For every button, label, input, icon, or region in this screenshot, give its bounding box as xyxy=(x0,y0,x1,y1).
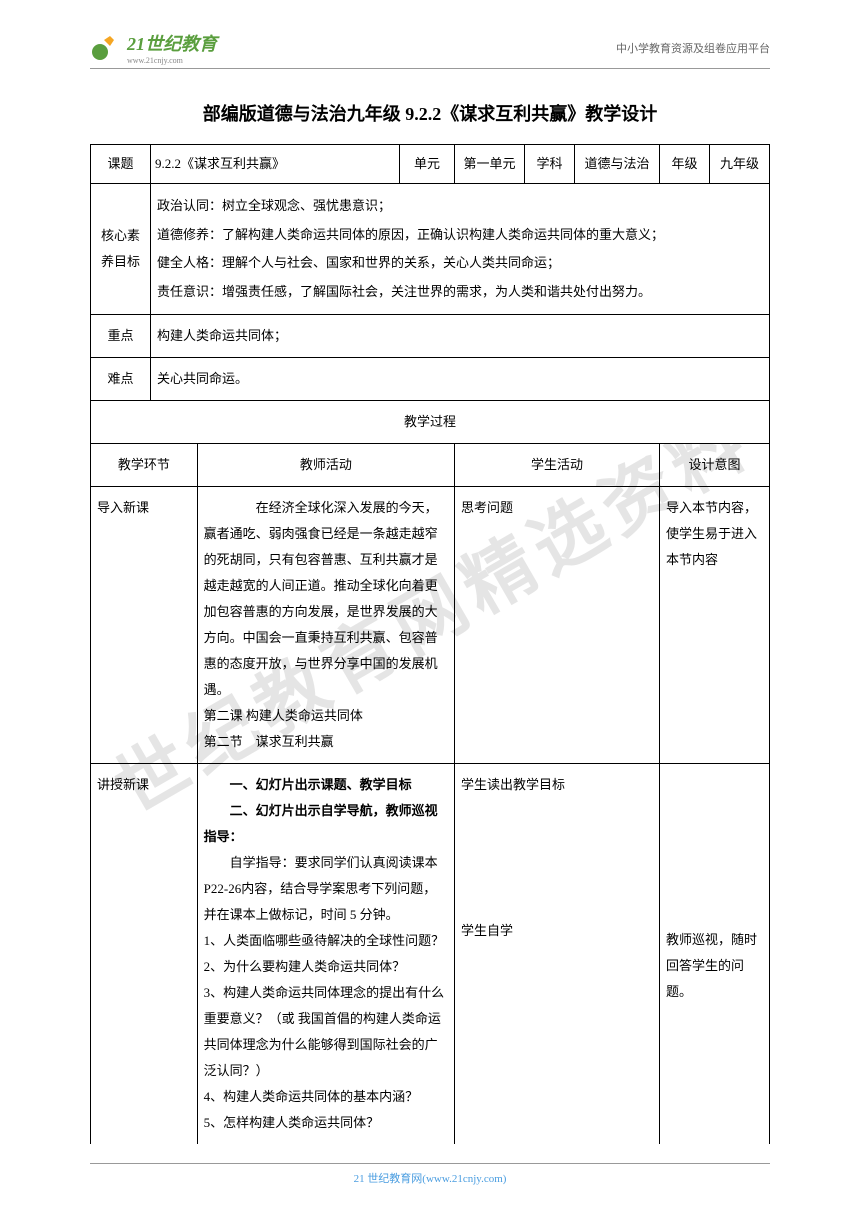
teach-student: 学生读出教学目标 学生自学 xyxy=(455,764,660,1145)
subject-value: 道德与法治 xyxy=(575,145,660,184)
col-teacher: 教师活动 xyxy=(197,444,454,487)
page-header: 21世纪教育 www.21cnjy.com 中小学教育资源及组卷应用平台 xyxy=(0,30,860,65)
logo-main-text: 21世纪教育 xyxy=(127,30,217,56)
intro-row: 导入新课 在经济全球化深入发展的今天，赢者通吃、弱肉强食已经是一条越走越窄的死胡… xyxy=(91,487,770,764)
process-header-row: 教学过程 xyxy=(91,401,770,444)
topic-value: 9.2.2《谋求互利共赢》 xyxy=(151,145,400,184)
column-header-row: 教学环节 教师活动 学生活动 设计意图 xyxy=(91,444,770,487)
logo: 21世纪教育 www.21cnjy.com xyxy=(90,30,217,65)
teach-student2: 学生自学 xyxy=(461,918,653,944)
goal-line-3: 健全人格：理解个人与社会、国家和世界的关系，关心人类共同命运； xyxy=(157,249,763,278)
teach-design-text: 教师巡视，随时回答学生的问题。 xyxy=(666,927,763,1005)
lesson-table: 课题 9.2.2《谋求互利共赢》 单元 第一单元 学科 道德与法治 年级 九年级… xyxy=(90,144,770,1144)
teach-h1: 一、幻灯片出示课题、教学目标 xyxy=(204,772,448,798)
keypoint-row: 重点 构建人类命运共同体； xyxy=(91,315,770,358)
teach-q5: 5、怎样构建人类命运共同体？ xyxy=(204,1110,448,1136)
col-phase: 教学环节 xyxy=(91,444,198,487)
process-header: 教学过程 xyxy=(91,401,770,444)
col-design: 设计意图 xyxy=(660,444,770,487)
col-student: 学生活动 xyxy=(455,444,660,487)
subject-label: 学科 xyxy=(525,145,575,184)
difficulty-row: 难点 关心共同命运。 xyxy=(91,358,770,401)
grade-value: 九年级 xyxy=(710,145,770,184)
intro-teacher-p2: 第二课 构建人类命运共同体 xyxy=(204,703,448,729)
teach-student1: 学生读出教学目标 xyxy=(461,772,653,798)
teach-q2: 2、为什么要构建人类命运共同体？ xyxy=(204,954,448,980)
goal-line-2: 道德修养：了解构建人类命运共同体的原因，正确认识构建人类命运共同体的重大意义； xyxy=(157,221,763,250)
teach-q1: 1、人类面临哪些亟待解决的全球性问题？ xyxy=(204,928,448,954)
intro-teacher: 在经济全球化深入发展的今天，赢者通吃、弱肉强食已经是一条越走越窄的死胡同，只有包… xyxy=(197,487,454,764)
difficulty-value: 关心共同命运。 xyxy=(151,358,770,401)
intro-teacher-p3: 第二节 谋求互利共赢 xyxy=(204,729,448,755)
teach-row: 讲授新课 一、幻灯片出示课题、教学目标 二、幻灯片出示自学导航，教师巡视指导： … xyxy=(91,764,770,1145)
grade-label: 年级 xyxy=(660,145,710,184)
footer-divider xyxy=(90,1163,770,1164)
keypoint-label: 重点 xyxy=(91,315,151,358)
teach-phase: 讲授新课 xyxy=(91,764,198,1145)
teach-h2: 二、幻灯片出示自学导航，教师巡视指导： xyxy=(204,798,448,850)
header-right-text: 中小学教育资源及组卷应用平台 xyxy=(616,40,770,56)
goal-line-1: 政治认同：树立全球观念、强忧患意识； xyxy=(157,192,763,221)
info-row: 课题 9.2.2《谋求互利共赢》 单元 第一单元 学科 道德与法治 年级 九年级 xyxy=(91,145,770,184)
teach-q4: 4、构建人类命运共同体的基本内涵？ xyxy=(204,1084,448,1110)
teach-design: 教师巡视，随时回答学生的问题。 xyxy=(660,764,770,1145)
goal-line-4: 责任意识：增强责任感，了解国际社会，关注世界的需求，为人类和谐共处付出努力。 xyxy=(157,278,763,307)
goals-content: 政治认同：树立全球观念、强忧患意识； 道德修养：了解构建人类命运共同体的原因，正… xyxy=(151,184,770,315)
unit-label: 单元 xyxy=(400,145,455,184)
intro-student: 思考问题 xyxy=(455,487,660,764)
intro-phase: 导入新课 xyxy=(91,487,198,764)
teach-q3: 3、构建人类命运共同体理念的提出有什么重要意义？（或 我国首倡的构建人类命运共同… xyxy=(204,980,448,1084)
page-footer: 21 世纪教育网(www.21cnjy.com) xyxy=(0,1170,860,1186)
main-content: 部编版道德与法治九年级 9.2.2《谋求互利共赢》教学设计 课题 9.2.2《谋… xyxy=(90,100,770,1144)
goals-row: 核心素养目标 政治认同：树立全球观念、强忧患意识； 道德修养：了解构建人类命运共… xyxy=(91,184,770,315)
logo-text: 21世纪教育 www.21cnjy.com xyxy=(127,30,217,65)
teach-teacher: 一、幻灯片出示课题、教学目标 二、幻灯片出示自学导航，教师巡视指导： 自学指导：… xyxy=(197,764,454,1145)
goals-label: 核心素养目标 xyxy=(91,184,151,315)
page-title: 部编版道德与法治九年级 9.2.2《谋求互利共赢》教学设计 xyxy=(90,100,770,126)
keypoint-value: 构建人类命运共同体； xyxy=(151,315,770,358)
teach-p1: 自学指导：要求同学们认真阅读课本 P22-26内容，结合导学案思考下列问题，并在… xyxy=(204,850,448,928)
header-divider xyxy=(90,68,770,69)
intro-design: 导入本节内容，使学生易于进入本节内容 xyxy=(660,487,770,764)
difficulty-label: 难点 xyxy=(91,358,151,401)
topic-label: 课题 xyxy=(91,145,151,184)
intro-teacher-p1: 在经济全球化深入发展的今天，赢者通吃、弱肉强食已经是一条越走越窄的死胡同，只有包… xyxy=(204,495,448,703)
logo-sub-text: www.21cnjy.com xyxy=(127,56,217,65)
unit-value: 第一单元 xyxy=(455,145,525,184)
logo-icon xyxy=(90,32,122,64)
